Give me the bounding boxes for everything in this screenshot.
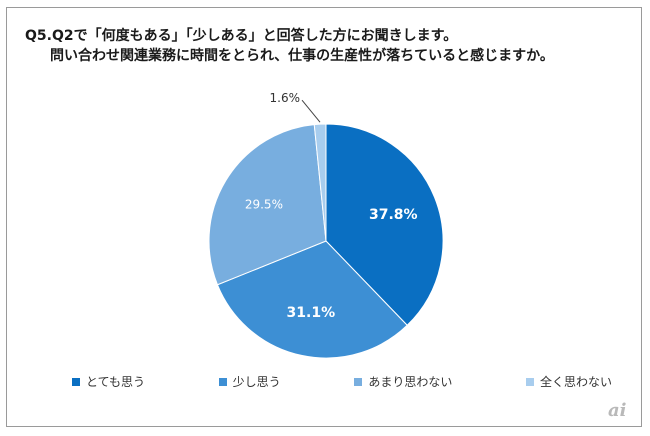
legend-label-1: 少し思う (232, 375, 281, 389)
slice-label-3: 1.6% (270, 91, 301, 105)
ai-logo-icon: ai (608, 400, 627, 421)
legend-item-1: 少し思う (218, 373, 281, 390)
slice-label-2: 29.5% (245, 197, 283, 211)
legend-item-0: とても思う (72, 373, 145, 390)
legend-item-2: あまり思わない (354, 373, 452, 390)
pie-slice-1 (216, 240, 408, 359)
legend-swatch-1 (218, 377, 227, 386)
legend-swatch-2 (354, 377, 363, 386)
legend-swatch-3 (525, 377, 534, 386)
pie-slice-2 (208, 124, 327, 286)
legend-swatch-0 (72, 377, 80, 386)
title-line-2: 問い合わせ関連業務に時間をとられ、仕事の生産性が落ちていると感じますか。 (50, 48, 554, 64)
title-line-1: Q5.Q2で「何度もある」「少しある」と回答した方にお聞きします。 (25, 28, 458, 44)
pie-slice-0 (325, 123, 444, 326)
leader-line-3 (301, 99, 321, 123)
legend-item-3: 全く思わない (525, 373, 612, 390)
pie-slice-3 (313, 123, 327, 242)
chart-title: Q5.Q2で「何度もある」「少しある」と回答した方にお聞きします。 問い合わせ関… (25, 26, 635, 66)
chart-legend: とても思う 少し思う あまり思わない 全く思わない (72, 373, 612, 390)
slice-label-0: 37.8% (369, 207, 418, 223)
legend-label-3: 全く思わない (539, 375, 612, 389)
slice-label-1: 31.1% (287, 305, 336, 321)
legend-label-2: あまり思わない (368, 375, 453, 389)
legend-label-0: とても思う (86, 375, 146, 389)
